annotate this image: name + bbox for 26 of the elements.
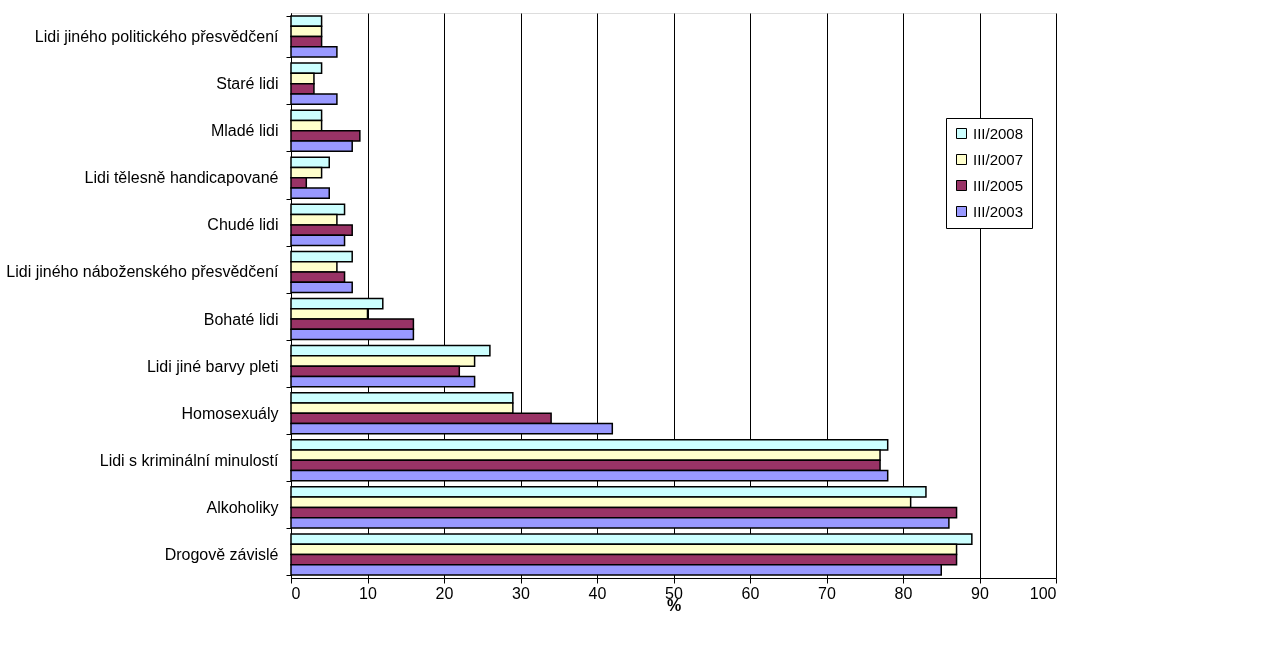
- x-tick-label: 30: [512, 584, 530, 602]
- legend-label: III/2005: [973, 176, 1024, 194]
- y-tick-label: Mladé lidi: [210, 122, 279, 140]
- y-tick-label: Bohaté lidi: [203, 310, 279, 328]
- x-tick-label: 40: [588, 584, 607, 602]
- y-tick-label: Drogově závislé: [164, 545, 279, 563]
- y-tick-label: Lidi tělesně handicapované: [84, 169, 279, 187]
- y-tick-label: Homosexuály: [181, 404, 279, 422]
- y-tick-label: Lidi s kriminální minulostí: [99, 451, 280, 469]
- y-tick-label: Staré lidi: [216, 75, 279, 93]
- x-tick-label: 80: [894, 584, 913, 602]
- legend-label: III/2008: [973, 124, 1024, 142]
- y-tick-label: Chudé lidi: [207, 216, 279, 234]
- legend-label: III/2007: [973, 150, 1024, 168]
- x-tick-label: 20: [435, 584, 454, 602]
- y-tick-label: Lidi jiné barvy pleti: [146, 357, 279, 375]
- x-tick-label: 10: [359, 584, 377, 602]
- y-tick-label: Lidi jiného náboženského přesvědčení: [6, 263, 280, 281]
- x-tick-label: 100: [1029, 584, 1057, 602]
- x-tick-label: 0: [291, 584, 301, 602]
- x-tick-label: 60: [741, 584, 760, 602]
- legend-label: III/2003: [973, 202, 1024, 220]
- y-tick-label: Alkoholiky: [206, 498, 279, 516]
- x-tick-label: 70: [818, 584, 836, 602]
- x-tick-label: 90: [971, 584, 989, 602]
- y-tick-label: Lidi jiného politického přesvědčení: [34, 28, 280, 46]
